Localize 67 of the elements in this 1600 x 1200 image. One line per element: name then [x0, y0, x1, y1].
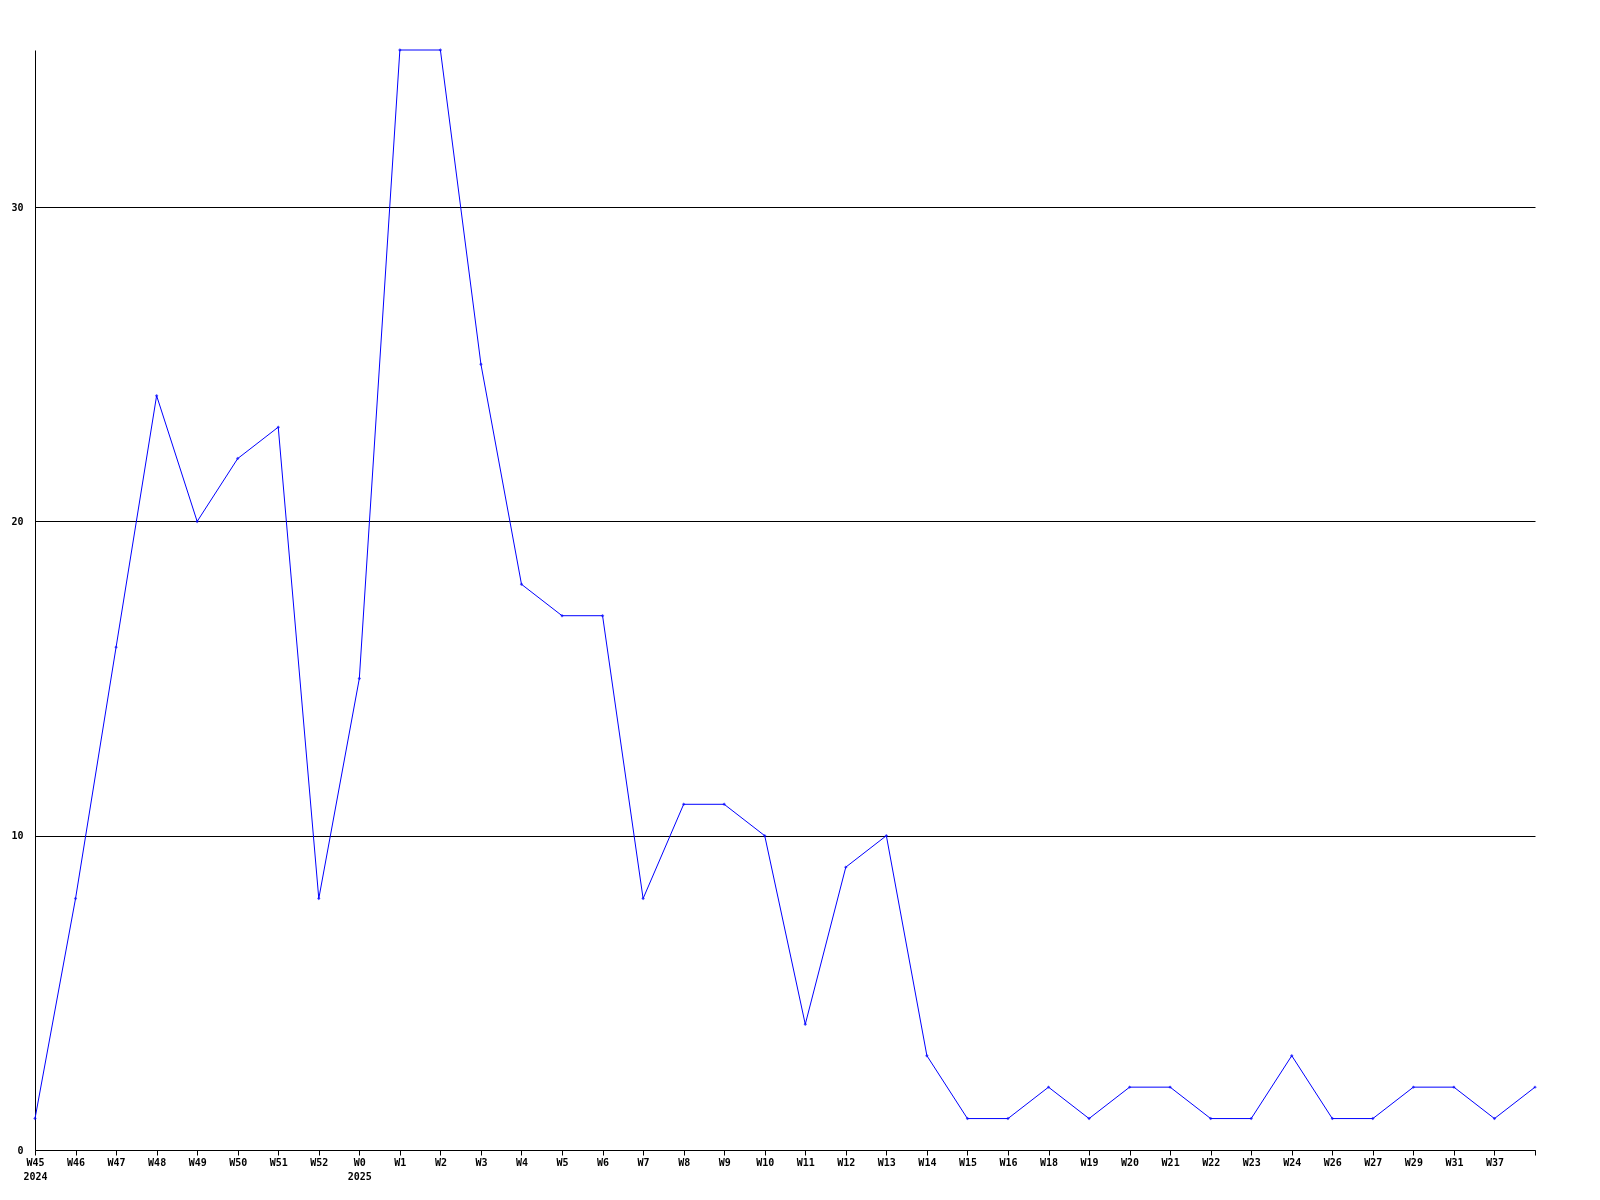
x-tick-label: W11	[796, 1156, 815, 1168]
point	[1006, 1116, 1010, 1121]
point	[763, 833, 767, 838]
point	[681, 802, 686, 807]
x-tick-label: W4	[515, 1156, 529, 1168]
y-tick-label: 30	[11, 201, 24, 213]
x-tick-label: W22	[1202, 1156, 1221, 1168]
x-tick-label: W12	[837, 1156, 856, 1168]
x-tick-label: W19	[1080, 1156, 1099, 1168]
x-tick-label: W0 2025	[347, 1156, 372, 1182]
point	[479, 362, 483, 367]
x-tick-label: W45 2024	[23, 1156, 48, 1182]
x-tick-label: W10	[756, 1156, 775, 1168]
x-tick-label: W31	[1445, 1156, 1464, 1168]
x-tick-label: W26	[1323, 1156, 1342, 1168]
point	[722, 802, 726, 807]
x-tick-label: W14	[918, 1156, 937, 1168]
x-tick-label: W51	[269, 1156, 288, 1168]
x-tick-label: W23	[1242, 1156, 1261, 1168]
point	[925, 1053, 929, 1058]
x-tick-label: W5	[556, 1156, 569, 1168]
x-tick-label: W47	[107, 1156, 126, 1168]
y-tick-label: 0	[17, 1144, 24, 1156]
point	[33, 1116, 37, 1121]
x-tick-label: W48	[148, 1156, 167, 1168]
point	[641, 896, 645, 901]
x-tick-label: W49	[188, 1156, 207, 1168]
x-tick-label: W24	[1283, 1156, 1302, 1168]
point	[1087, 1116, 1091, 1121]
x-tick-label: W21	[1161, 1156, 1180, 1168]
y-tick-label: 20	[11, 515, 24, 527]
point	[1411, 1085, 1416, 1089]
point	[1290, 1053, 1294, 1058]
x-tick-label: W50	[229, 1156, 248, 1168]
point	[884, 833, 889, 838]
x-tick-label: W46	[67, 1156, 86, 1168]
point	[844, 865, 848, 869]
x-tick-label: W37	[1485, 1156, 1504, 1168]
y-tick-label: 10	[11, 830, 24, 842]
x-tick-label: W15	[958, 1156, 977, 1168]
point	[276, 425, 280, 429]
x-tick-label: W6	[597, 1156, 610, 1168]
x-tick-label: W29	[1404, 1156, 1423, 1168]
point	[560, 613, 564, 618]
line-series	[33, 48, 1537, 1121]
point	[600, 613, 605, 618]
x-tick-label: W18	[1039, 1156, 1059, 1168]
x-tick-label: W27	[1364, 1156, 1383, 1168]
point	[317, 896, 321, 901]
x-tick-label: W8	[678, 1156, 691, 1168]
point	[1371, 1116, 1375, 1121]
x-tick-label: W52	[310, 1156, 329, 1168]
point	[1249, 1116, 1253, 1121]
x-tick-label: W13	[877, 1156, 896, 1168]
point	[803, 1022, 807, 1027]
point	[1127, 1085, 1132, 1089]
point	[1046, 1085, 1051, 1089]
x-tick-label: W20	[1121, 1156, 1140, 1168]
point	[195, 519, 199, 524]
x-tick-label: W7	[637, 1156, 650, 1168]
x-tick-label: W16	[999, 1156, 1018, 1168]
x-tick-label: W1	[394, 1156, 407, 1168]
point	[154, 393, 159, 398]
x-tick-label: W3	[475, 1156, 488, 1168]
x-tick-label: W2	[434, 1156, 447, 1168]
point	[438, 48, 443, 52]
x-tick-label: W9	[718, 1156, 731, 1168]
